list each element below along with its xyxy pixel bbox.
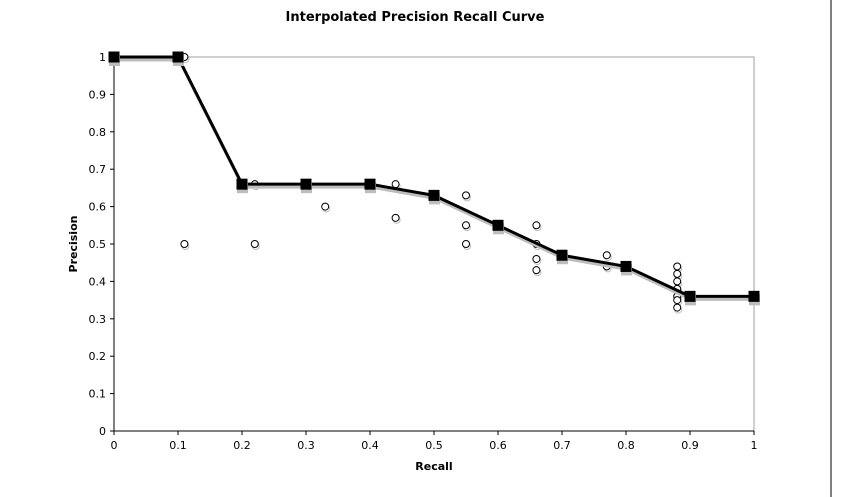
chart-title: Interpolated Precision Recall Curve — [286, 10, 545, 25]
observed-point — [673, 262, 682, 271]
interpolated-marker — [684, 290, 696, 302]
x-tick-label: 0.6 — [489, 439, 507, 452]
observed-point — [673, 277, 682, 286]
x-tick-label: 0 — [111, 439, 118, 452]
y-tick-label: 0 — [99, 425, 106, 438]
x-tick-label: 0.2 — [233, 439, 251, 452]
observed-point — [673, 296, 682, 305]
y-tick-label: 0.4 — [89, 275, 107, 288]
observed-point — [391, 180, 400, 189]
observed-point — [462, 240, 470, 248]
interpolated-marker — [300, 178, 312, 190]
interpolated-marker — [428, 189, 440, 201]
observed-point — [391, 213, 400, 222]
x-tick-label: 0.4 — [361, 439, 379, 452]
observed-point — [673, 269, 682, 278]
interpolated-marker — [364, 178, 376, 190]
interpolated-marker — [556, 249, 568, 261]
x-tick-label: 0.8 — [617, 439, 635, 452]
observed-point — [532, 254, 541, 263]
x-tick-label: 0.1 — [169, 439, 187, 452]
observed-point — [321, 202, 330, 211]
y-tick-label: 1 — [99, 51, 106, 64]
observed-point — [250, 240, 259, 248]
y-axis-label: Precision — [67, 216, 80, 273]
data-series — [108, 51, 760, 314]
y-tick-label: 0.5 — [89, 238, 107, 251]
x-tick-label: 1 — [751, 439, 758, 452]
interpolated-marker — [236, 178, 248, 190]
observed-point — [462, 191, 470, 200]
y-tick-label: 0.3 — [89, 313, 107, 326]
y-tick-label: 0.2 — [89, 350, 107, 363]
observed-point — [462, 221, 470, 230]
observed-point — [180, 240, 189, 248]
observed-point — [602, 251, 611, 260]
interpolated-marker — [492, 219, 504, 231]
interpolated-marker — [748, 290, 760, 302]
plot-area — [113, 56, 755, 432]
y-tick-label: 0.6 — [89, 201, 107, 214]
interpolated-marker — [620, 260, 632, 272]
observed-point — [673, 303, 682, 312]
axes: 0 0.1 0.2 0.3 0.4 0.5 0.6 0.7 0.8 0.9 1 0 0.1 0.2 0.3 0… — [89, 51, 758, 452]
x-tick-label: 0.7 — [553, 439, 571, 452]
x-tick-label: 0.3 — [297, 439, 315, 452]
y-tick-label: 0.7 — [89, 163, 107, 176]
interpolated-marker — [108, 51, 120, 63]
observed-point — [532, 266, 541, 275]
x-tick-label: 0.5 — [425, 439, 443, 452]
interpolated-marker — [172, 51, 184, 63]
y-tick-label: 0.9 — [89, 88, 107, 101]
y-tick-label: 0.8 — [89, 126, 107, 139]
observed-point — [532, 221, 541, 230]
x-axis-label: Recall — [415, 460, 452, 473]
y-tick-label: 0.1 — [89, 388, 107, 401]
x-tick-label: 0.9 — [681, 439, 699, 452]
